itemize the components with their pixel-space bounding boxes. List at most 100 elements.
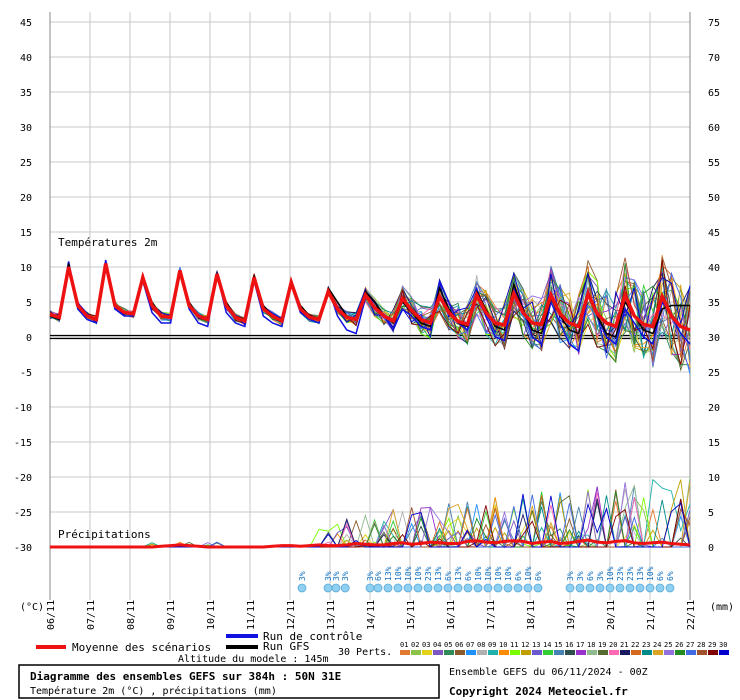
pert-number: 06	[455, 641, 463, 649]
left-tick-label: 15	[20, 228, 32, 239]
pert-color-swatch	[675, 650, 685, 655]
pert-number: 13	[532, 641, 540, 649]
snow-marker	[533, 583, 543, 593]
date-tick-label: 20/11	[606, 600, 617, 630]
pert-number: 14	[543, 641, 551, 649]
date-tick-label: 10/11	[206, 600, 217, 630]
pert-color-swatch	[565, 650, 575, 655]
right-tick-label: 20	[708, 403, 720, 414]
pert-number: 21	[620, 641, 628, 649]
pert-number: 11	[510, 641, 518, 649]
date-tick-label: 19/11	[566, 600, 577, 630]
left-tick-label: -10	[14, 403, 32, 414]
mean-precipitation-line	[50, 538, 691, 549]
snow-probability-label: 3%	[324, 571, 333, 581]
snow-marker	[453, 583, 463, 593]
right-tick-label: 35	[708, 298, 720, 309]
date-tick-label: 22/11	[686, 600, 697, 630]
snow-marker	[665, 583, 675, 593]
footer-subtitle: Température 2m (°C) , précipitations (mm…	[30, 685, 277, 697]
snow-marker	[605, 583, 615, 593]
snow-marker	[433, 583, 443, 593]
left-tick-label: 0	[26, 333, 32, 344]
date-tick-label: 08/11	[126, 600, 137, 630]
date-tick-label: 15/11	[406, 600, 417, 630]
snow-marker	[585, 583, 595, 593]
pert-number: 26	[675, 641, 683, 649]
snow-probability-label: 10%	[404, 566, 413, 581]
grid	[49, 12, 691, 600]
right-tick-label: 10	[708, 473, 720, 484]
pert-number: 17	[576, 641, 584, 649]
right-tick-label: 15	[708, 438, 720, 449]
pert-number: 23	[642, 641, 650, 649]
pert-color-swatch	[642, 650, 652, 655]
snow-marker	[393, 583, 403, 593]
right-unit-label: (mm)	[710, 602, 734, 613]
right-tick-label: 70	[708, 53, 720, 64]
date-tick-label: 17/11	[486, 600, 497, 630]
pert-color-swatch	[477, 650, 487, 655]
pert-number: 16	[565, 641, 573, 649]
mean-temperature-line	[49, 263, 691, 332]
pert-number: 09	[488, 641, 496, 649]
left-tick-label: 30	[20, 123, 32, 134]
temperature-panel-label: Températures 2m	[58, 236, 158, 249]
pert-color-swatch	[686, 650, 696, 655]
date-tick-label: 07/11	[86, 600, 97, 630]
left-tick-label: -5	[20, 368, 32, 379]
snow-marker	[443, 583, 453, 593]
snow-probability-label: 10%	[646, 566, 655, 581]
precipitation-panel-label: Précipitations	[58, 528, 151, 541]
pert-color-swatch	[708, 650, 718, 655]
pert-color-swatch	[543, 650, 553, 655]
snow-probability-label: 10%	[394, 566, 403, 581]
left-tick-label: 5	[26, 298, 32, 309]
pert-color-swatch	[719, 650, 729, 655]
pert-number: 18	[587, 641, 595, 649]
snow-marker	[340, 583, 350, 593]
snow-probabilities: 3% 3% 3% 3% 3% 6% 13% 10% 10% 10% 23% 13% 6% 13% 6% 10%…	[297, 566, 675, 593]
footer: Diagramme des ensembles GEFS sur 384h : …	[18, 664, 648, 699]
snow-marker	[373, 583, 383, 593]
snow-marker	[635, 583, 645, 593]
altitude-label: Altitude du modele : 145m	[178, 654, 329, 665]
snow-marker	[331, 583, 341, 593]
snow-marker	[483, 583, 493, 593]
date-tick-label: 09/11	[166, 600, 177, 630]
snow-probability-label: 23%	[616, 566, 625, 581]
snow-marker	[513, 583, 523, 593]
pert-number: 04	[433, 641, 441, 649]
pert-number: 27	[686, 641, 694, 649]
pert-number: 05	[444, 641, 452, 649]
pert-number: 02	[411, 641, 419, 649]
snow-probability-label: 6%	[534, 571, 543, 581]
snow-marker	[575, 583, 585, 593]
snow-marker	[323, 583, 333, 593]
snow-probability-label: 6%	[444, 571, 453, 581]
snow-probability-label: 3%	[566, 571, 575, 581]
pert-number: 03	[422, 641, 430, 649]
pert-number: 24	[653, 641, 661, 649]
pert-color-swatch	[532, 650, 542, 655]
snow-probability-label: 10%	[606, 566, 615, 581]
snow-marker	[365, 583, 375, 593]
snow-probability-label: 10%	[524, 566, 533, 581]
date-tick-label: 16/11	[446, 600, 457, 630]
snow-probability-label: 3%	[332, 571, 341, 581]
pert-color-swatch	[521, 650, 531, 655]
snow-marker	[403, 583, 413, 593]
snow-probability-label: 3%	[596, 571, 605, 581]
pert-color-swatch	[631, 650, 641, 655]
legend: Moyenne des scénarios Run de contrôleRun …	[36, 630, 729, 665]
pert-number: 01	[400, 641, 408, 649]
pert-color-swatch	[554, 650, 564, 655]
snow-marker	[645, 583, 655, 593]
snow-probability-label: 6%	[514, 571, 523, 581]
pert-number: 20	[609, 641, 617, 649]
left-tick-label: 25	[20, 158, 32, 169]
snow-probability-label: 10%	[504, 566, 513, 581]
right-tick-label: 65	[708, 88, 720, 99]
snow-probability-label: 3%	[298, 571, 307, 581]
pert-color-swatch	[664, 650, 674, 655]
